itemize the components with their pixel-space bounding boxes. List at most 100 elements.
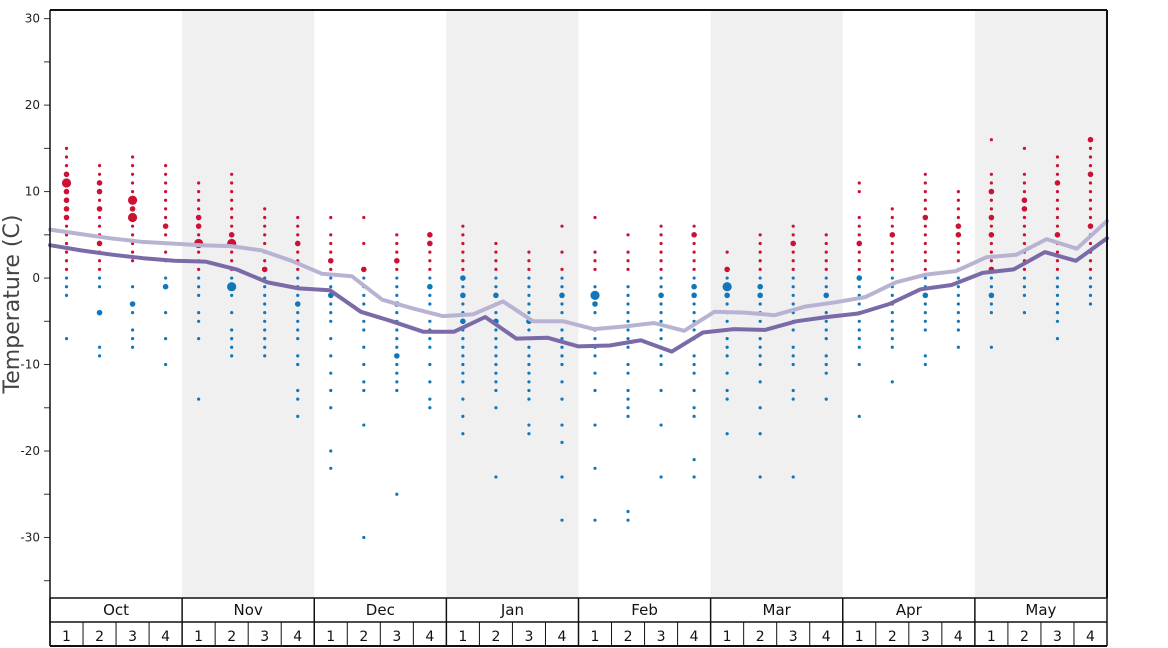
cold-dot	[692, 302, 696, 306]
cold-dot	[527, 423, 531, 427]
warm-dot	[494, 250, 498, 254]
average-line-light	[48, 219, 1109, 333]
cold-dot	[560, 311, 564, 315]
cold-dot	[428, 302, 432, 306]
warm-dot	[1055, 215, 1060, 220]
cold-dot	[890, 345, 894, 349]
warm-dot	[659, 259, 663, 263]
cold-dot	[692, 458, 696, 462]
cold-dot	[560, 354, 564, 358]
week-label: 2	[624, 629, 633, 645]
cold-dot	[164, 362, 168, 367]
cold-dot	[263, 293, 267, 297]
warm-dot	[988, 188, 995, 195]
warm-dot	[1088, 146, 1093, 150]
warm-dot	[130, 224, 135, 228]
cold-dot	[691, 292, 697, 299]
warm-dot	[824, 250, 828, 254]
cold-dot	[428, 345, 432, 349]
cold-dot	[758, 380, 762, 384]
cold-dot	[164, 276, 168, 280]
cold-dot	[494, 336, 498, 341]
warm-dot	[230, 250, 234, 254]
cold-dot	[890, 328, 894, 332]
month-label-nov: Nov	[234, 601, 263, 619]
cold-dot	[560, 345, 564, 349]
warm-dot	[527, 250, 531, 254]
warm-dot	[626, 259, 630, 263]
warm-dot	[659, 250, 663, 254]
warm-dot	[197, 189, 201, 194]
warm-dot	[294, 240, 301, 247]
month-label-may: May	[1025, 601, 1056, 619]
cold-dot	[362, 388, 366, 393]
cold-dot	[824, 276, 828, 280]
warm-dot	[857, 181, 861, 185]
cold-dot	[692, 311, 696, 315]
warm-dot	[63, 214, 70, 221]
cold-dot	[791, 293, 795, 297]
cold-dot	[626, 345, 630, 349]
cold-dot	[1055, 319, 1060, 323]
warm-dot	[1021, 197, 1028, 204]
warm-dot	[758, 267, 762, 272]
cold-dot	[692, 276, 696, 280]
warm-dot	[127, 195, 138, 205]
cold-dot	[130, 345, 135, 349]
warm-dot	[890, 267, 894, 272]
cold-dot	[494, 328, 498, 332]
cold-dot	[626, 371, 630, 375]
cold-dot	[824, 319, 828, 323]
week-label: 2	[1020, 629, 1029, 645]
month-label-oct: Oct	[103, 601, 129, 619]
cold-dot	[494, 380, 498, 384]
warm-dot	[1055, 189, 1060, 194]
cold-dot	[296, 311, 300, 315]
cold-dot	[593, 311, 597, 315]
cold-dot	[230, 336, 234, 341]
cold-dot	[824, 285, 828, 289]
cold-dot	[824, 371, 828, 375]
cold-dot	[856, 275, 863, 281]
cold-dot	[97, 345, 102, 349]
cold-dot	[989, 302, 993, 306]
cold-dot	[890, 293, 894, 297]
warm-dot	[461, 233, 465, 237]
cold-dot	[527, 388, 531, 393]
cold-dot	[162, 283, 169, 290]
warm-dot	[97, 198, 102, 202]
cold-dot	[494, 311, 498, 315]
warm-dot	[923, 241, 927, 246]
cold-dot	[1088, 293, 1093, 297]
warm-dot	[296, 233, 300, 237]
week-label: 4	[1086, 629, 1095, 645]
cold-dot	[758, 302, 762, 306]
warm-dot	[824, 259, 828, 263]
cold-dot	[197, 276, 201, 280]
warm-dot	[758, 259, 762, 263]
warm-dot	[758, 250, 762, 254]
warm-dot	[692, 267, 696, 272]
warm-dot	[989, 224, 993, 228]
warm-dot	[129, 206, 136, 212]
cold-dot	[460, 318, 466, 325]
warm-dot	[162, 223, 169, 229]
cold-dot	[824, 328, 828, 332]
y-tick-label: 10	[25, 185, 40, 199]
warm-dot	[395, 241, 399, 246]
cold-dot	[197, 319, 201, 323]
warm-dot	[790, 240, 797, 247]
warm-dot	[96, 188, 103, 195]
cold-dot	[757, 292, 763, 299]
cold-dot	[130, 285, 135, 289]
cold-dot	[560, 285, 564, 289]
cold-dot	[1055, 285, 1060, 289]
cold-dot	[527, 371, 531, 375]
cold-dot	[263, 336, 267, 341]
warm-dot	[691, 232, 697, 238]
cold-dot	[362, 345, 366, 349]
warm-dot	[64, 164, 69, 168]
cold-dot	[560, 302, 564, 306]
warm-dot	[890, 215, 894, 220]
warm-dot	[659, 267, 663, 272]
